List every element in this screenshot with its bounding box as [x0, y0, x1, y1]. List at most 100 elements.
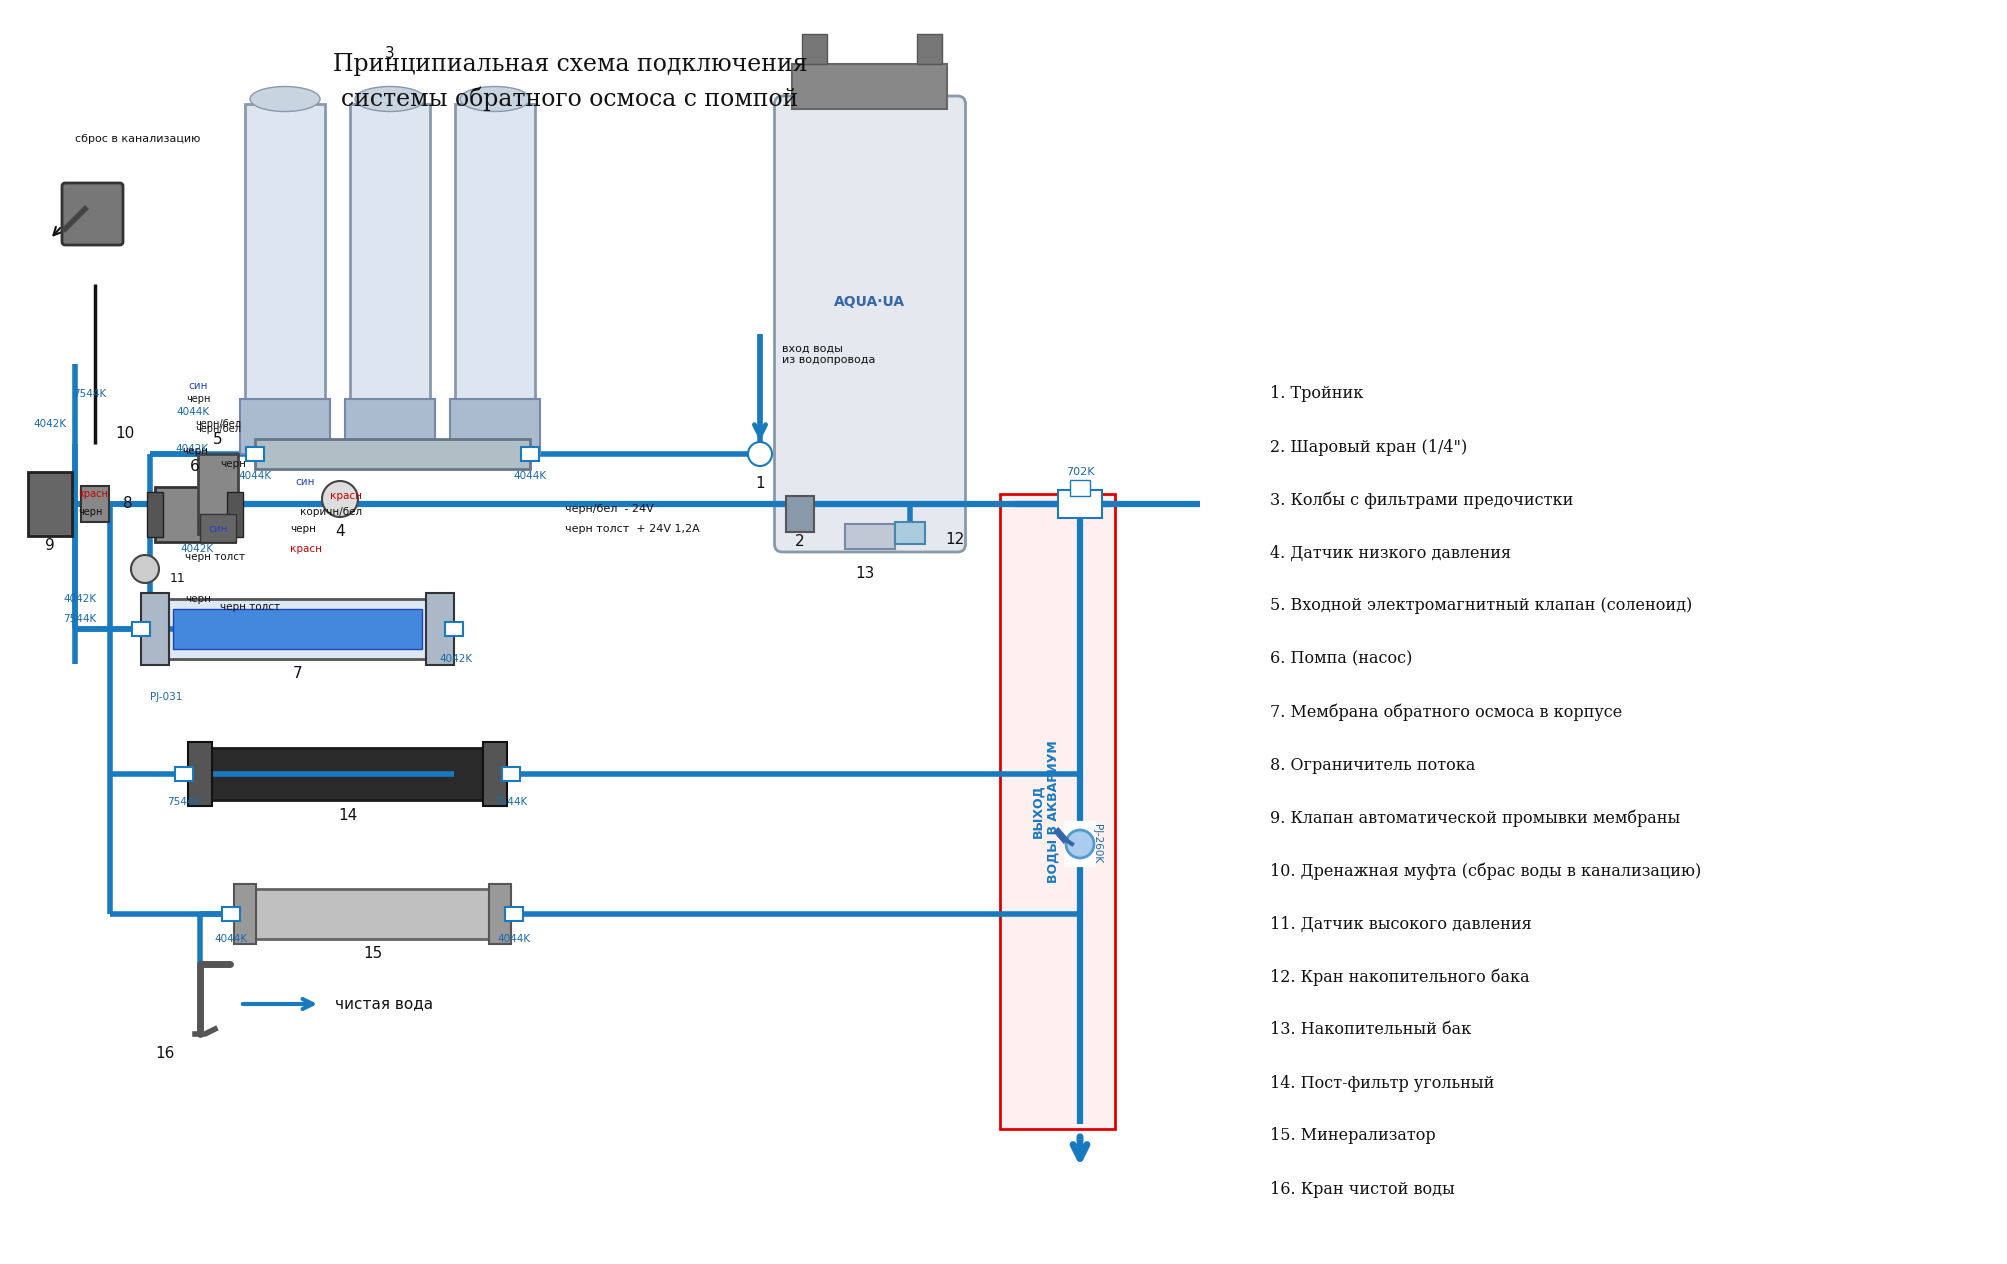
- Text: 12. Кран накопительного бака: 12. Кран накопительного бака: [1268, 968, 1529, 986]
- Text: 15. Минерализатор: 15. Минерализатор: [1268, 1127, 1435, 1144]
- Bar: [917, 34, 941, 64]
- Text: 1: 1: [755, 477, 765, 492]
- Text: 4044K: 4044K: [514, 471, 546, 482]
- Text: черн/бел: черн/бел: [195, 423, 241, 434]
- Text: красн: красн: [78, 489, 108, 499]
- Text: 4042K: 4042K: [64, 594, 96, 604]
- Ellipse shape: [251, 86, 319, 111]
- Text: 2: 2: [795, 535, 805, 550]
- Bar: [155, 487, 235, 541]
- Bar: [1070, 480, 1090, 495]
- Bar: [456, 104, 534, 454]
- Text: 4042K: 4042K: [34, 418, 66, 428]
- Text: син: син: [189, 380, 207, 391]
- Bar: [241, 399, 329, 454]
- Bar: [245, 889, 500, 939]
- Ellipse shape: [355, 86, 425, 111]
- Text: 4042K: 4042K: [175, 444, 209, 454]
- Text: черн: черн: [78, 507, 102, 517]
- Text: красн: красн: [329, 490, 361, 501]
- Text: черн: черн: [185, 594, 211, 604]
- Text: 10. Дренажная муфта (сбрас воды в канализацию): 10. Дренажная муфта (сбрас воды в канали…: [1268, 862, 1700, 880]
- Text: 11: 11: [171, 573, 187, 585]
- Bar: [504, 908, 522, 921]
- Text: 5. Входной электромагнитный клапан (соленоид): 5. Входной электромагнитный клапан (соле…: [1268, 598, 1692, 614]
- Bar: [484, 742, 506, 806]
- Bar: [999, 494, 1114, 1129]
- Text: 3. Колбы с фильтрами предочистки: 3. Колбы с фильтрами предочистки: [1268, 492, 1573, 508]
- Bar: [255, 439, 530, 469]
- Text: сброс в канализацию: сброс в канализацию: [74, 134, 201, 144]
- Text: системы обратного осмоса с помпой: системы обратного осмоса с помпой: [341, 87, 799, 111]
- Bar: [147, 492, 163, 536]
- Bar: [201, 748, 496, 800]
- Text: 15: 15: [363, 947, 381, 962]
- Bar: [490, 884, 510, 944]
- Text: 4042K: 4042K: [181, 544, 213, 554]
- Text: 9: 9: [44, 538, 54, 554]
- Text: 5: 5: [213, 431, 223, 446]
- Bar: [223, 908, 241, 921]
- Text: 16. Кран чистой воды: 16. Кран чистой воды: [1268, 1181, 1453, 1197]
- Bar: [349, 104, 429, 454]
- Text: 12: 12: [945, 531, 963, 546]
- Text: син: син: [295, 477, 315, 487]
- Text: 8: 8: [122, 497, 132, 512]
- Circle shape: [1066, 830, 1094, 858]
- Text: черн толст: черн толст: [185, 552, 245, 562]
- Bar: [245, 104, 325, 454]
- Text: 4: 4: [335, 523, 345, 538]
- Text: 7: 7: [293, 666, 303, 681]
- Text: 4042K: 4042K: [440, 653, 472, 664]
- Text: 14: 14: [337, 809, 357, 824]
- Bar: [345, 399, 436, 454]
- Circle shape: [321, 482, 357, 517]
- Bar: [201, 514, 237, 542]
- Bar: [227, 492, 243, 536]
- Bar: [155, 599, 440, 659]
- Text: 2. Шаровый кран (1/4"): 2. Шаровый кран (1/4"): [1268, 439, 1467, 455]
- Text: 16: 16: [155, 1047, 175, 1062]
- Text: чистая вода: чистая вода: [335, 996, 434, 1011]
- Text: черн толст  + 24V 1,2A: черн толст + 24V 1,2A: [564, 525, 698, 533]
- Text: черн: черн: [221, 459, 247, 469]
- Text: 7544K: 7544K: [64, 614, 96, 624]
- Bar: [785, 495, 813, 532]
- Bar: [446, 622, 464, 636]
- Text: 702K: 702K: [1066, 466, 1094, 477]
- Bar: [793, 64, 947, 109]
- Text: вход воды
из водопровода: вход воды из водопровода: [781, 344, 875, 365]
- Text: син: син: [209, 525, 227, 533]
- Bar: [895, 522, 925, 544]
- FancyBboxPatch shape: [775, 96, 965, 552]
- Bar: [247, 447, 263, 461]
- Bar: [845, 525, 895, 549]
- Text: ВЫХОД
ВОДЫ В АКВАРИУМ: ВЫХОД ВОДЫ В АКВАРИУМ: [1030, 741, 1060, 882]
- Bar: [189, 742, 213, 806]
- Text: 1. Тройник: 1. Тройник: [1268, 386, 1363, 402]
- Bar: [450, 399, 540, 454]
- Text: 13: 13: [855, 566, 875, 581]
- Text: 13. Накопительный бак: 13. Накопительный бак: [1268, 1021, 1471, 1039]
- Bar: [80, 485, 108, 522]
- Text: черн: черн: [187, 394, 211, 404]
- Circle shape: [130, 555, 159, 583]
- Text: 7544K: 7544K: [167, 798, 201, 806]
- Text: 7544K: 7544K: [494, 798, 528, 806]
- Text: 4044K: 4044K: [239, 471, 271, 482]
- Text: 4. Датчик низкого давления: 4. Датчик низкого давления: [1268, 545, 1511, 561]
- Bar: [28, 471, 72, 536]
- Bar: [1058, 490, 1102, 518]
- Text: Принципиальная схема подключения: Принципиальная схема подключения: [333, 53, 807, 76]
- Text: 4044K: 4044K: [215, 934, 247, 944]
- Text: коричн/бел: коричн/бел: [299, 507, 361, 517]
- Bar: [140, 593, 169, 665]
- Text: черн толст: черн толст: [221, 602, 279, 612]
- Text: красн: красн: [289, 544, 321, 554]
- Ellipse shape: [460, 86, 530, 111]
- Text: 7544K: 7544K: [74, 389, 106, 399]
- Text: PJ-031: PJ-031: [151, 691, 183, 702]
- Bar: [132, 622, 151, 636]
- Text: 4044K: 4044K: [498, 934, 530, 944]
- Bar: [199, 454, 239, 533]
